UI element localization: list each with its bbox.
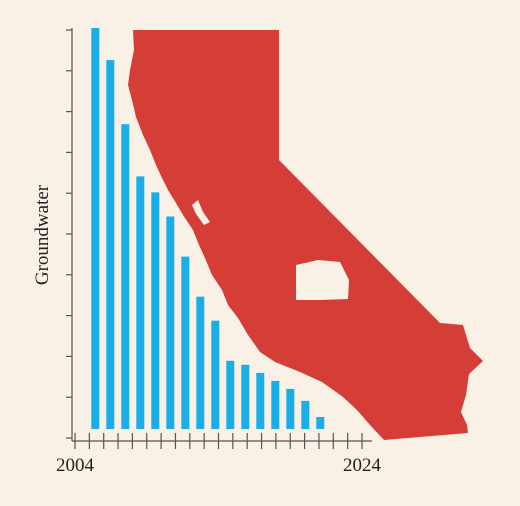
bar-2016 [256,372,265,429]
x-ticks [74,433,363,449]
bay-notch [192,200,210,225]
y-ticks [66,29,72,439]
bar-2019 [301,400,310,429]
x-tick-label-2024: 2024 [343,455,382,476]
bar-2006 [106,60,115,429]
axes [66,28,372,449]
bar-2008 [136,176,145,429]
bar-series [91,28,325,429]
bar-2007 [121,124,130,429]
y-axis-label: Groundwater [32,184,53,285]
bar-2005 [91,28,100,429]
bar-2018 [286,388,295,429]
california-map-illustration [128,30,483,440]
bar-2012 [196,296,205,429]
bar-2020 [316,417,325,429]
bar-2015 [241,364,250,429]
bar-2014 [226,360,235,429]
x-tick-label-2004: 2004 [56,455,95,476]
bar-2013 [211,320,220,429]
bar-2010 [166,216,175,429]
bar-2017 [271,380,280,429]
bar-2009 [151,192,160,429]
bar-2011 [181,256,190,429]
